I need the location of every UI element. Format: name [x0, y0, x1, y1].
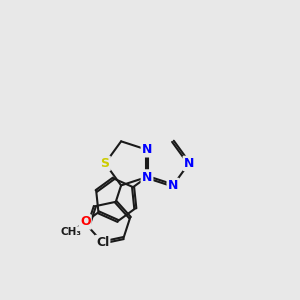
Text: N: N — [142, 143, 152, 156]
Text: N: N — [168, 179, 178, 192]
Text: CH₃: CH₃ — [60, 227, 81, 237]
Text: O: O — [80, 215, 91, 228]
Text: S: S — [100, 157, 109, 170]
Text: N: N — [184, 157, 194, 170]
Text: Cl: Cl — [96, 236, 109, 249]
Text: N: N — [142, 170, 152, 184]
